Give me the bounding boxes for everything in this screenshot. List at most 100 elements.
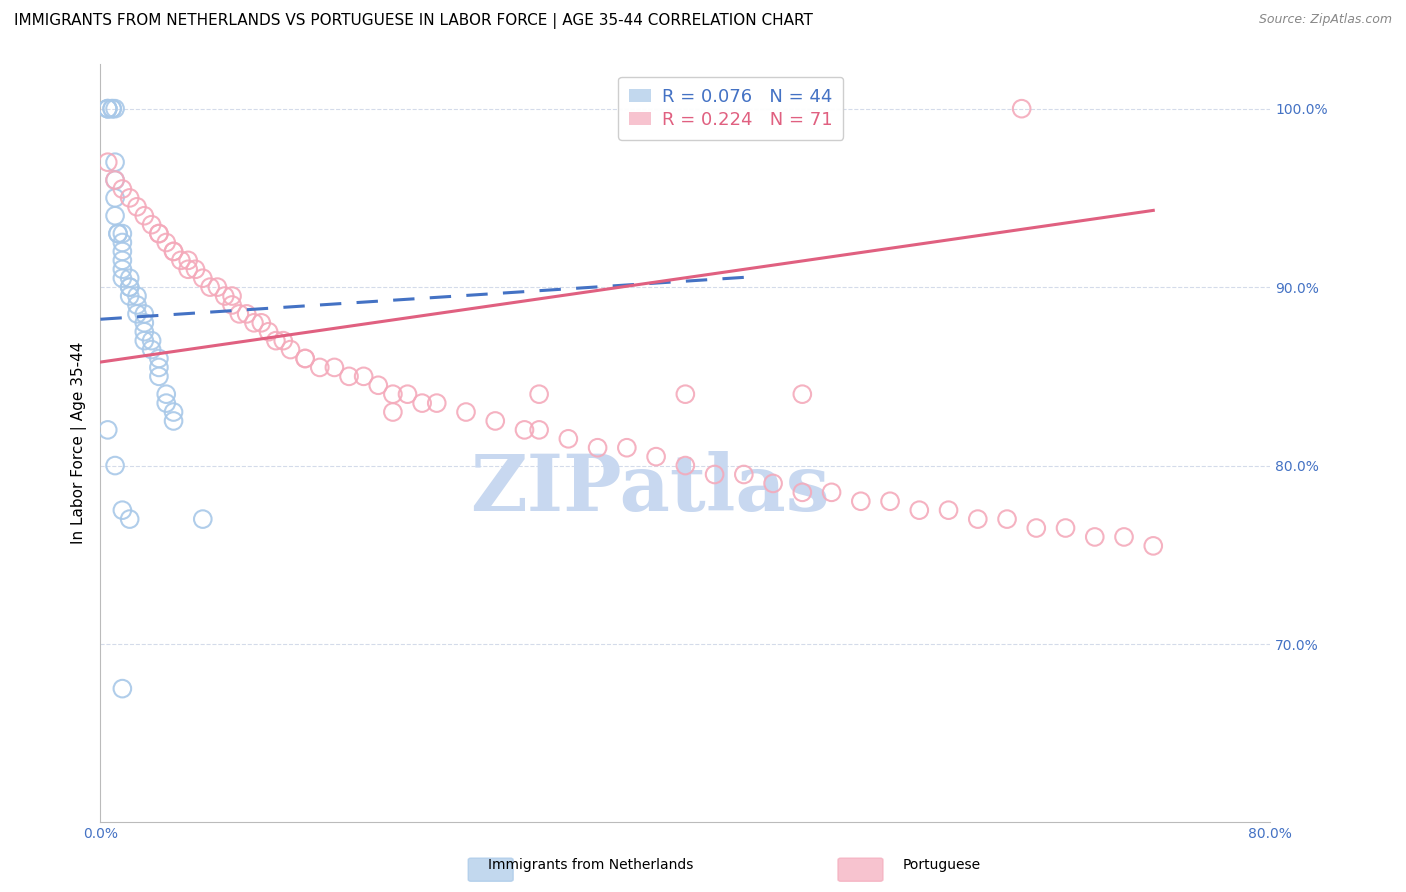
Point <box>645 450 668 464</box>
Text: Portuguese: Portuguese <box>903 858 981 872</box>
Point <box>118 280 141 294</box>
Point <box>141 218 163 232</box>
Point <box>125 200 148 214</box>
Point <box>908 503 931 517</box>
Text: ZIPatlas: ZIPatlas <box>471 450 830 527</box>
Point <box>104 173 127 187</box>
Point <box>337 369 360 384</box>
Point <box>97 423 120 437</box>
Point <box>162 414 184 428</box>
Point <box>381 405 404 419</box>
Point <box>148 227 170 241</box>
Point <box>111 503 134 517</box>
Point <box>155 396 177 410</box>
Point <box>101 102 124 116</box>
Point <box>221 289 243 303</box>
Point <box>484 414 506 428</box>
Point <box>170 253 193 268</box>
Point <box>228 307 250 321</box>
Text: IMMIGRANTS FROM NETHERLANDS VS PORTUGUESE IN LABOR FORCE | AGE 35-44 CORRELATION: IMMIGRANTS FROM NETHERLANDS VS PORTUGUES… <box>14 13 813 29</box>
Point <box>155 387 177 401</box>
Point <box>257 325 280 339</box>
Point <box>118 289 141 303</box>
Point <box>141 343 163 357</box>
Point <box>250 316 273 330</box>
Point <box>616 441 638 455</box>
Point <box>97 102 120 116</box>
Point <box>207 280 229 294</box>
Point <box>454 405 477 419</box>
Point <box>118 280 141 294</box>
Point <box>294 351 316 366</box>
Point <box>125 307 148 321</box>
Point <box>111 271 134 285</box>
Point <box>148 351 170 366</box>
Point <box>323 360 346 375</box>
Point <box>177 253 200 268</box>
Point <box>118 271 141 285</box>
Point <box>308 360 330 375</box>
Point <box>353 369 375 384</box>
Point <box>792 485 814 500</box>
Point <box>411 396 433 410</box>
Point <box>111 681 134 696</box>
Point <box>426 396 449 410</box>
Point <box>104 155 127 169</box>
Point <box>111 253 134 268</box>
Point <box>141 334 163 348</box>
Point <box>107 227 129 241</box>
Point <box>118 512 141 526</box>
Point <box>118 191 141 205</box>
Point <box>527 387 550 401</box>
Point <box>966 512 988 526</box>
Point <box>1112 530 1135 544</box>
Y-axis label: In Labor Force | Age 35-44: In Labor Force | Age 35-44 <box>72 342 87 544</box>
Point <box>104 102 127 116</box>
Point <box>101 102 124 116</box>
Point <box>148 369 170 384</box>
Point <box>221 298 243 312</box>
Point <box>381 387 404 401</box>
Point <box>1011 102 1033 116</box>
Point <box>235 307 257 321</box>
Point <box>1084 530 1107 544</box>
Point <box>586 441 609 455</box>
Point <box>162 405 184 419</box>
Point <box>184 262 207 277</box>
Point <box>198 280 221 294</box>
Point <box>111 262 134 277</box>
Point <box>134 334 156 348</box>
Point <box>155 235 177 250</box>
Point <box>1054 521 1077 535</box>
Point <box>557 432 579 446</box>
Point <box>703 467 725 482</box>
Point <box>527 423 550 437</box>
Point <box>733 467 755 482</box>
Point <box>134 307 156 321</box>
Point <box>995 512 1018 526</box>
Point <box>162 244 184 259</box>
Point <box>97 102 120 116</box>
Text: Source: ZipAtlas.com: Source: ZipAtlas.com <box>1258 13 1392 27</box>
Point <box>177 262 200 277</box>
Point <box>513 423 536 437</box>
Point <box>280 343 302 357</box>
Point <box>125 289 148 303</box>
Point <box>792 387 814 401</box>
Point <box>111 227 134 241</box>
Point <box>104 191 127 205</box>
Point <box>820 485 842 500</box>
Point <box>97 155 120 169</box>
Point <box>849 494 872 508</box>
Legend: R = 0.076   N = 44, R = 0.224   N = 71: R = 0.076 N = 44, R = 0.224 N = 71 <box>619 77 844 140</box>
Point <box>673 387 696 401</box>
Point <box>104 173 127 187</box>
Point <box>1025 521 1047 535</box>
Point <box>134 316 156 330</box>
Point <box>938 503 960 517</box>
Point <box>111 244 134 259</box>
Point <box>107 227 129 241</box>
Point <box>243 316 266 330</box>
Point <box>367 378 389 392</box>
Point <box>673 458 696 473</box>
